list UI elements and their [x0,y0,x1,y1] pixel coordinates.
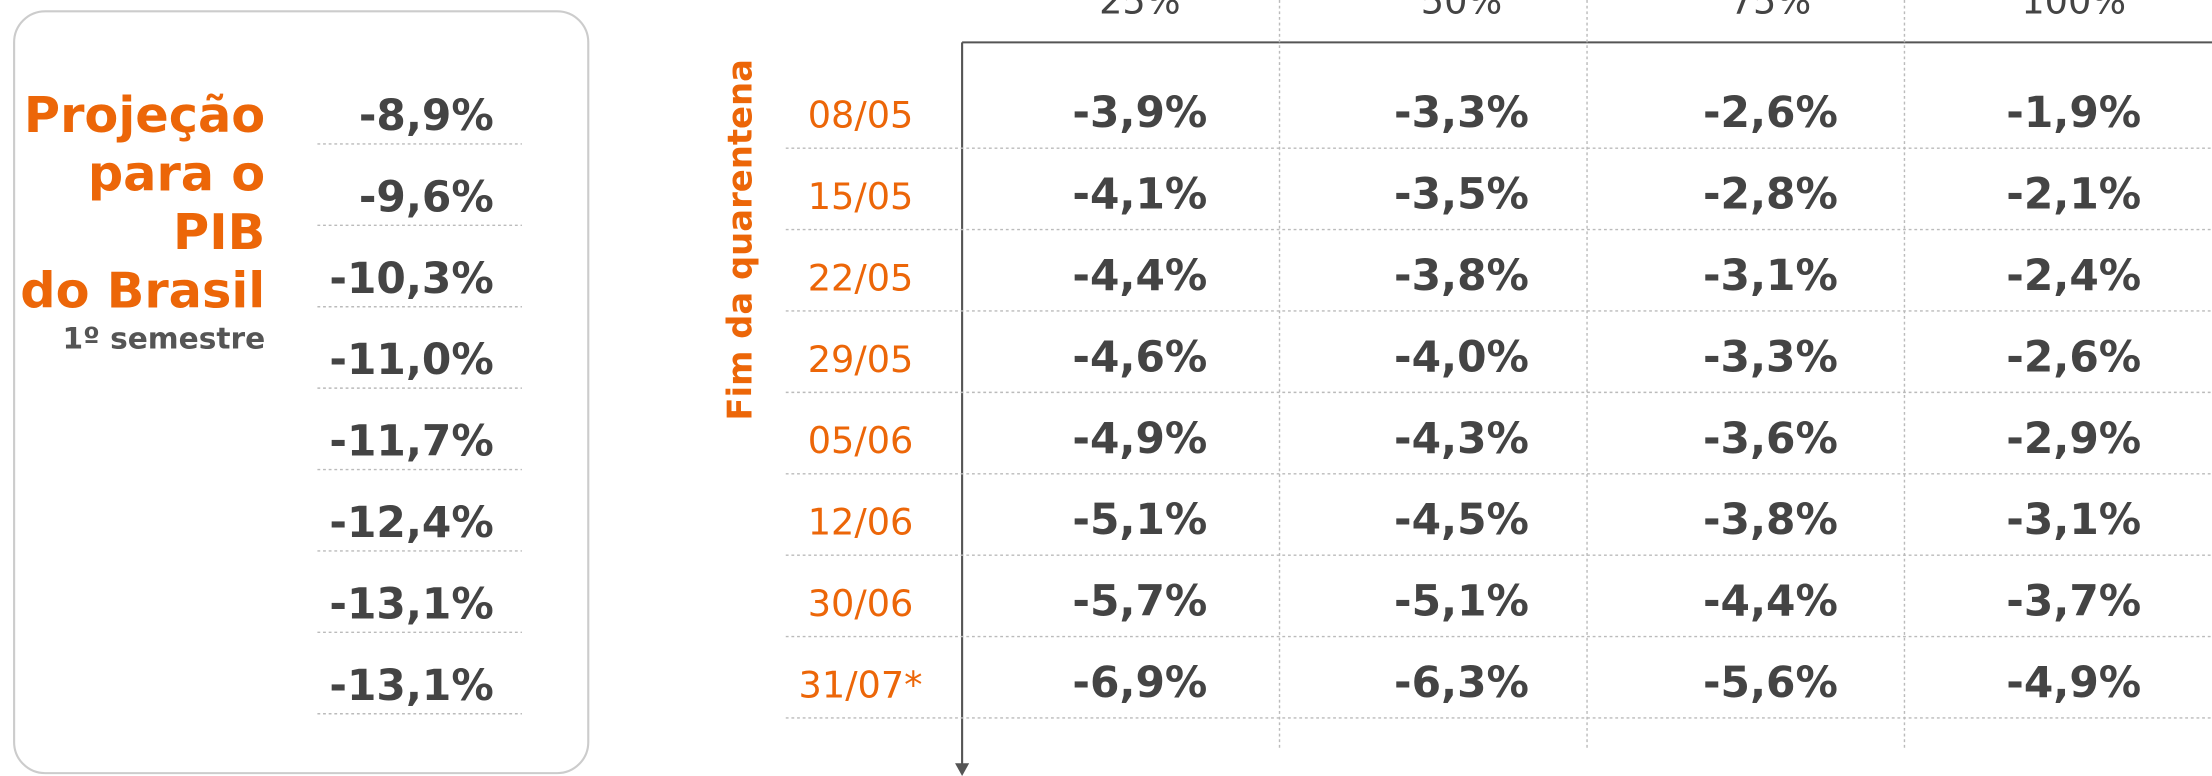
row-date: 15/05 [808,175,914,218]
row-date: 08/05 [808,94,914,137]
cell-value: -3,8% [1703,495,1838,544]
gdp-value: -11,0% [329,335,493,384]
gdp-value: -13,1% [329,661,493,710]
cell-value: -4,0% [1394,332,1529,381]
cell-value: -2,1% [2006,170,2141,219]
title-line: para o [88,145,265,203]
column-header: 100% [2021,0,2126,22]
cell-value: -2,8% [1703,170,1838,219]
cell-value: -6,3% [1394,658,1529,707]
cell-value: -3,5% [1394,170,1529,219]
gdp-value: -9,6% [359,172,494,221]
cell-value: -4,9% [1072,414,1207,463]
row-date: 31/07* [799,663,923,706]
gdp-value: -11,7% [329,417,493,466]
cell-value: -5,6% [1703,658,1838,707]
row-date: 12/06 [808,501,914,544]
cell-value: -4,9% [2006,658,2141,707]
cell-value: -6,9% [1072,658,1207,707]
axis-label: Fim da quarentena [721,59,760,421]
title-line: Projeção [24,86,265,144]
row-date: 29/05 [808,338,914,381]
subtitle: 1º semestre [62,322,265,356]
gdp-value: -10,3% [329,254,493,303]
gdp-value: -8,9% [359,91,494,140]
cell-value: -3,3% [1394,88,1529,137]
cell-value: -3,1% [1703,251,1838,300]
cell-value: -2,6% [2006,332,2141,381]
title-line: do Brasil [20,262,265,320]
row-date: 22/05 [808,256,914,299]
cell-value: -1,9% [2006,88,2141,137]
cell-value: -5,1% [1072,495,1207,544]
cell-value: -3,8% [1394,251,1529,300]
cell-value: -3,7% [2006,577,2141,626]
cell-value: -5,1% [1394,577,1529,626]
gdp-value: -13,1% [329,579,493,628]
row-date: 30/06 [808,582,914,625]
cell-value: -2,6% [1703,88,1838,137]
column-header: 50% [1421,0,1502,22]
cell-value: -5,7% [1072,577,1207,626]
title-line: PIB [173,203,265,261]
cell-value: -4,1% [1072,170,1207,219]
cell-value: -3,6% [1703,414,1838,463]
cell-value: -3,9% [1072,88,1207,137]
column-header: 25% [1099,0,1180,22]
cell-value: -4,6% [1072,332,1207,381]
cell-value: -3,3% [1703,332,1838,381]
cell-value: -4,4% [1072,251,1207,300]
cell-value: -4,5% [1394,495,1529,544]
cell-value: -3,1% [2006,495,2141,544]
gdp-value: -12,4% [329,498,493,547]
column-header: 75% [1730,0,1811,22]
axis-arrow [955,763,970,776]
cell-value: -4,4% [1703,577,1838,626]
left-panel-box [13,10,590,775]
row-date: 05/06 [808,419,914,462]
cell-value: -2,9% [2006,414,2141,463]
cell-value: -4,3% [1394,414,1529,463]
cell-value: -2,4% [2006,251,2141,300]
